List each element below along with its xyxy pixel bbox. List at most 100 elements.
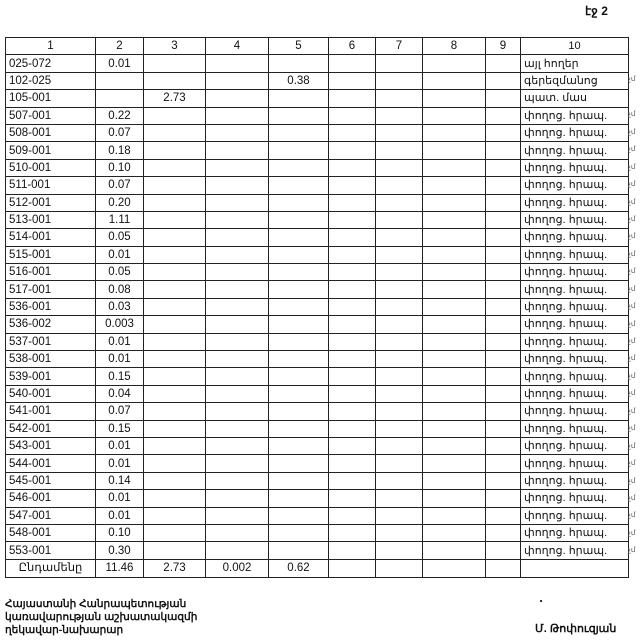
cell-col-7 bbox=[375, 541, 423, 560]
cell-col-8 bbox=[422, 367, 486, 386]
cell-col-3 bbox=[143, 210, 206, 230]
cell-col-9 bbox=[485, 471, 521, 491]
cell-col-2: 0.04 bbox=[95, 384, 144, 404]
cell-col-5 bbox=[268, 228, 329, 247]
table-row: 546-001 0.01 փողոց. հրապ. bbox=[5, 489, 629, 508]
cell-col-10: փողոց. հրապ. bbox=[520, 384, 629, 404]
cell-col-10: փողոց. հրապ. bbox=[520, 176, 629, 195]
cell-col-2: 0.15 bbox=[95, 367, 144, 386]
cell-col-4 bbox=[205, 350, 269, 369]
table-row: 510-001 0.10 փողոց. հրապ. bbox=[5, 158, 629, 178]
cell-col-1: 545-001 bbox=[5, 471, 96, 491]
cell-col-10: փողոց. հրապ. bbox=[520, 106, 629, 125]
cell-col-1: 541-001 bbox=[5, 402, 96, 421]
cell-col-7 bbox=[375, 141, 423, 160]
cell-col-1: 540-001 bbox=[5, 384, 96, 404]
cell-col-10: փողոց. հրապ. bbox=[520, 523, 629, 543]
margin-mark: չմ bbox=[628, 146, 636, 154]
cell-col-9 bbox=[485, 228, 521, 247]
cell-col-2: 0.07 bbox=[95, 176, 144, 195]
cell-col-9 bbox=[485, 297, 521, 317]
cell-col-6 bbox=[328, 419, 376, 438]
cell-col-1: 536-001 bbox=[5, 297, 96, 317]
signature-name: Մ. Թոփուզյան bbox=[535, 623, 617, 635]
cell-col-3 bbox=[143, 506, 206, 525]
cell-col-3 bbox=[143, 350, 206, 369]
cell-col-3 bbox=[143, 419, 206, 438]
cell-col-2: 11.46 bbox=[95, 558, 144, 578]
cell-col-8 bbox=[422, 106, 486, 125]
cell-col-1: 536-002 bbox=[5, 315, 96, 334]
cell-col-1: 512-001 bbox=[5, 193, 96, 212]
cell-col-4 bbox=[205, 384, 269, 404]
cell-col-1: 539-001 bbox=[5, 367, 96, 386]
cell-col-10: փողոց. հրապ. bbox=[520, 506, 629, 525]
cell-col-1: 537-001 bbox=[5, 332, 96, 352]
table-row: 507-001 0.22 փողոց. հրապ. bbox=[5, 106, 629, 125]
cell-col-7 bbox=[375, 402, 423, 421]
cell-col-2: 0.14 bbox=[95, 471, 144, 491]
table-row: 536-001 0.03 փողոց. հրապ. bbox=[5, 297, 629, 317]
cell-col-5 bbox=[268, 523, 329, 543]
cell-col-9 bbox=[485, 419, 521, 438]
cell-col-3: 2.73 bbox=[143, 89, 206, 108]
cell-col-5 bbox=[268, 193, 329, 212]
cell-col-7 bbox=[375, 245, 423, 265]
cell-col-3 bbox=[143, 54, 206, 73]
cell-col-2: 0.01 bbox=[95, 489, 144, 508]
cell-col-9 bbox=[485, 489, 521, 508]
cell-col-2: 0.01 bbox=[95, 245, 144, 265]
cell-col-10: փողոց. հրապ. bbox=[520, 436, 629, 456]
cell-col-6 bbox=[328, 367, 376, 386]
margin-mark: չմ bbox=[628, 442, 636, 450]
cell-col-5 bbox=[268, 297, 329, 317]
cell-col-7 bbox=[375, 523, 423, 543]
cell-col-6 bbox=[328, 471, 376, 491]
table-row: 547-001 0.01 փողոց. հրապ. bbox=[5, 506, 629, 525]
cell-col-4 bbox=[205, 523, 269, 543]
cell-col-10: փողոց. հրապ. bbox=[520, 419, 629, 438]
cell-col-8 bbox=[422, 228, 486, 247]
cell-col-6 bbox=[328, 454, 376, 473]
cell-col-5 bbox=[268, 280, 329, 299]
cell-col-1: 538-001 bbox=[5, 350, 96, 369]
header-row: 1 2 3 4 5 6 7 8 9 10 bbox=[5, 36, 629, 56]
cell-col-9 bbox=[485, 454, 521, 473]
margin-mark: չմ bbox=[628, 285, 636, 293]
margin-mark bbox=[628, 54, 644, 71]
cell-col-8 bbox=[422, 332, 486, 352]
cell-col-2: 0.003 bbox=[95, 315, 144, 334]
cell-col-4 bbox=[205, 332, 269, 352]
cell-col-8 bbox=[422, 350, 486, 369]
margin-mark: չմ bbox=[628, 268, 636, 276]
cell-col-9 bbox=[485, 71, 521, 91]
cell-col-9 bbox=[485, 193, 521, 212]
cell-col-7 bbox=[375, 54, 423, 73]
cell-col-8 bbox=[422, 89, 486, 108]
cell-col-7: 7 bbox=[375, 36, 423, 56]
cell-col-9 bbox=[485, 332, 521, 352]
cell-col-3 bbox=[143, 523, 206, 543]
margin-mark: չմ bbox=[628, 547, 636, 555]
cell-col-9 bbox=[485, 506, 521, 525]
cell-col-8 bbox=[422, 176, 486, 195]
cell-col-8 bbox=[422, 123, 486, 143]
table-row: 538-001 0.01 փողոց. հրապ. bbox=[5, 350, 629, 369]
cell-col-10: փողոց. հրապ. bbox=[520, 228, 629, 247]
cell-col-2: 0.01 bbox=[95, 332, 144, 352]
cell-col-7 bbox=[375, 263, 423, 282]
cell-col-2: 0.01 bbox=[95, 54, 144, 73]
margin-mark: չմ bbox=[628, 111, 636, 119]
cell-col-5 bbox=[268, 489, 329, 508]
cell-col-5 bbox=[268, 141, 329, 160]
cell-col-2: 0.10 bbox=[95, 523, 144, 543]
cell-col-7 bbox=[375, 280, 423, 299]
table-row: 105-001 2.73 պատ. մաս bbox=[5, 89, 629, 108]
table-row: 102-025 0.38 գերեզմանոց bbox=[5, 71, 629, 91]
cell-col-4 bbox=[205, 315, 269, 334]
cell-col-5: 5 bbox=[268, 36, 329, 56]
margin-marks: չմ չմ չմ չմ չմ չմ չմ չմ չմ չմ չմ չմ չմ չմ չմ չմ չմ չմ չմ չմ… bbox=[628, 54, 644, 560]
margin-mark: չմ bbox=[628, 128, 636, 136]
cell-col-7 bbox=[375, 210, 423, 230]
cell-col-3 bbox=[143, 263, 206, 282]
